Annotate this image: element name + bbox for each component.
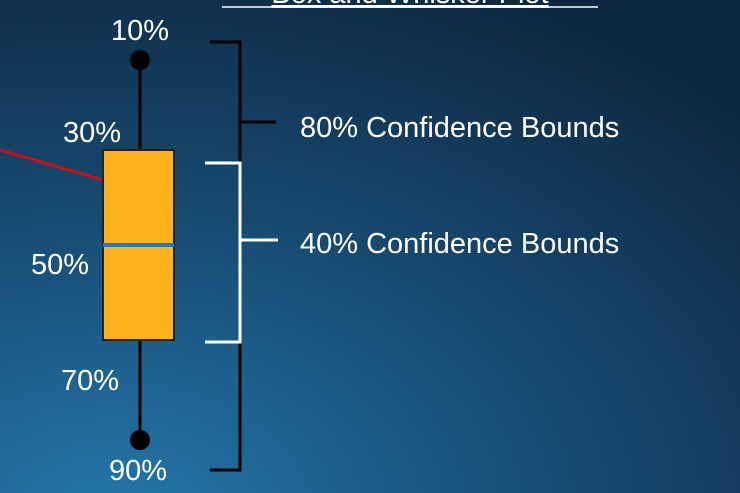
- percentile-label: 10%: [111, 15, 169, 47]
- percentile-label: 30%: [63, 117, 121, 149]
- bound-label: 80% Confidence Bounds: [300, 112, 619, 144]
- pointer-line: [0, 148, 104, 182]
- inner-bracket: [205, 161, 278, 344]
- title: Box and Whisker Plot: [271, 0, 548, 10]
- percentile-label: 50%: [31, 249, 89, 281]
- bound-label: 40% Confidence Bounds: [300, 228, 619, 260]
- percentile-label: 90%: [109, 455, 167, 487]
- whisker-dot: [130, 50, 150, 70]
- percentile-label: 70%: [61, 365, 119, 397]
- whisker-dot: [130, 430, 150, 450]
